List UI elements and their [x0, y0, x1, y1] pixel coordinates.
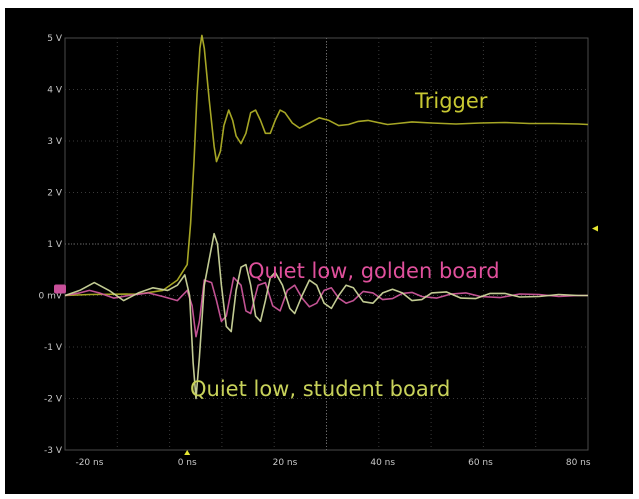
y-tick-label: -1 V — [44, 343, 63, 353]
trace-label-3: Quiet low, student board — [190, 377, 450, 401]
oscilloscope-screen: 5 V 4 V 3 V 2 V 1 V 0 mV -1 V -2 V -3 V -20 ns 0 … — [5, 8, 633, 494]
trace-label-2: Quiet low, golden board — [248, 259, 500, 283]
x-tick-label: 80 ns — [566, 458, 591, 468]
waveform-traces — [64, 34, 589, 400]
x-tick-label: 20 ns — [273, 458, 298, 468]
channel-ground-marker — [54, 284, 66, 294]
x-axis-ticks: -20 ns 0 ns 20 ns 40 ns 60 ns 80 ns — [75, 458, 590, 468]
trace-labels: Trigger Quiet low, golden board Quiet low,… — [190, 89, 500, 401]
trace-2 — [64, 276, 588, 338]
trigger-position-marker — [184, 450, 191, 455]
channel-markers — [54, 225, 598, 455]
x-tick-label: 40 ns — [370, 458, 395, 468]
waveform-chart: 5 V 4 V 3 V 2 V 1 V 0 mV -1 V -2 V -3 V -20 ns 0 … — [38, 34, 598, 468]
y-axis-ticks: 5 V 4 V 3 V 2 V 1 V 0 mV -1 V -2 V -3 V — [38, 34, 62, 456]
y-tick-label: 3 V — [47, 137, 63, 147]
trace-1 — [64, 34, 589, 297]
trace-label-1: Trigger — [414, 89, 488, 113]
trigger-level-marker — [592, 225, 598, 232]
y-tick-label: -2 V — [44, 395, 63, 405]
x-tick-label: 0 ns — [178, 458, 197, 468]
trace-3 — [64, 232, 588, 400]
y-tick-label: -3 V — [44, 446, 63, 456]
y-tick-label: 2 V — [47, 189, 63, 199]
y-tick-label: 5 V — [47, 34, 63, 44]
graticule — [64, 37, 589, 451]
y-tick-label: 0 mV — [38, 292, 62, 302]
x-tick-label: -20 ns — [75, 458, 103, 468]
x-tick-label: 60 ns — [468, 458, 493, 468]
y-tick-label: 1 V — [47, 240, 63, 250]
y-tick-label: 4 V — [47, 86, 63, 96]
